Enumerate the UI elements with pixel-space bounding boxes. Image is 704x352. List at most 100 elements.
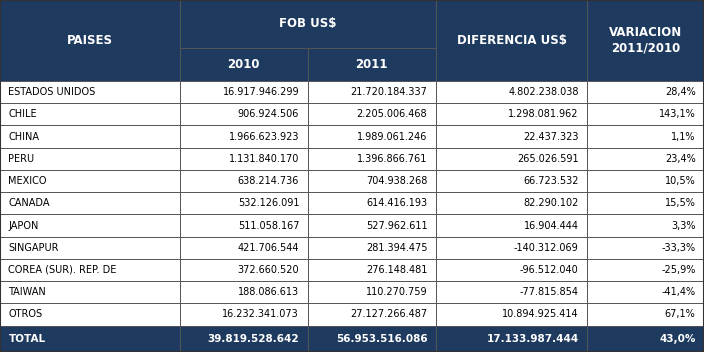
Bar <box>0 237 180 259</box>
Text: 1.989.061.246: 1.989.061.246 <box>357 132 427 142</box>
Bar <box>180 303 308 326</box>
Bar <box>308 303 436 326</box>
Text: 638.214.736: 638.214.736 <box>238 176 299 186</box>
Text: 67,1%: 67,1% <box>665 309 696 320</box>
Bar <box>436 326 587 352</box>
Text: 421.706.544: 421.706.544 <box>238 243 299 253</box>
Text: OTROS: OTROS <box>8 309 42 320</box>
Bar <box>587 148 704 170</box>
Bar <box>0 125 180 148</box>
Bar <box>0 81 180 103</box>
Text: -77.815.854: -77.815.854 <box>520 287 579 297</box>
Text: 27.127.266.487: 27.127.266.487 <box>350 309 427 320</box>
Bar <box>587 281 704 303</box>
Bar <box>0 148 180 170</box>
Bar <box>436 170 587 192</box>
Text: -33,3%: -33,3% <box>662 243 696 253</box>
Bar <box>308 259 436 281</box>
Text: 265.026.591: 265.026.591 <box>517 154 579 164</box>
Bar <box>436 81 587 103</box>
Text: 2.205.006.468: 2.205.006.468 <box>357 109 427 119</box>
Bar <box>0 103 180 125</box>
Text: 511.058.167: 511.058.167 <box>238 220 299 231</box>
Bar <box>587 326 704 352</box>
Text: 281.394.475: 281.394.475 <box>366 243 427 253</box>
Text: 17.133.987.444: 17.133.987.444 <box>486 334 579 344</box>
Bar <box>308 125 436 148</box>
Text: 16.232.341.073: 16.232.341.073 <box>222 309 299 320</box>
Bar <box>587 214 704 237</box>
Text: PERU: PERU <box>8 154 34 164</box>
Bar <box>0 192 180 214</box>
Text: CHILE: CHILE <box>8 109 37 119</box>
Bar <box>308 170 436 192</box>
Text: 4.802.238.038: 4.802.238.038 <box>508 87 579 97</box>
Text: FOB US$: FOB US$ <box>279 17 337 30</box>
Bar <box>436 0 587 81</box>
Bar <box>180 214 308 237</box>
Text: -25,9%: -25,9% <box>661 265 696 275</box>
Bar <box>308 81 436 103</box>
Text: PAISES: PAISES <box>67 34 113 47</box>
Text: 704.938.268: 704.938.268 <box>366 176 427 186</box>
Bar <box>587 170 704 192</box>
Bar <box>587 103 704 125</box>
Bar <box>436 103 587 125</box>
Bar <box>308 192 436 214</box>
Text: 16.917.946.299: 16.917.946.299 <box>222 87 299 97</box>
Text: JAPON: JAPON <box>8 220 39 231</box>
Text: 15,5%: 15,5% <box>665 198 696 208</box>
Bar <box>180 170 308 192</box>
Bar <box>308 103 436 125</box>
Text: 1.131.840.170: 1.131.840.170 <box>229 154 299 164</box>
Bar <box>0 281 180 303</box>
Text: MEXICO: MEXICO <box>8 176 47 186</box>
Bar <box>180 125 308 148</box>
Text: 532.126.091: 532.126.091 <box>238 198 299 208</box>
Text: 82.290.102: 82.290.102 <box>523 198 579 208</box>
Text: -96.512.040: -96.512.040 <box>520 265 579 275</box>
Bar <box>587 81 704 103</box>
Bar <box>436 214 587 237</box>
Bar <box>587 0 704 81</box>
Bar <box>436 237 587 259</box>
Text: TAIWAN: TAIWAN <box>8 287 46 297</box>
Bar <box>436 192 587 214</box>
Text: CHINA: CHINA <box>8 132 39 142</box>
Bar <box>180 0 436 48</box>
Text: 66.723.532: 66.723.532 <box>523 176 579 186</box>
Bar <box>180 192 308 214</box>
Text: 10,5%: 10,5% <box>665 176 696 186</box>
Bar <box>180 81 308 103</box>
Bar <box>180 103 308 125</box>
Bar <box>180 326 308 352</box>
Bar <box>0 326 180 352</box>
Bar <box>180 259 308 281</box>
Text: 16.904.444: 16.904.444 <box>524 220 579 231</box>
Bar <box>180 237 308 259</box>
Text: 527.962.611: 527.962.611 <box>365 220 427 231</box>
Bar <box>180 281 308 303</box>
Text: 2010: 2010 <box>227 58 260 71</box>
Text: 43,0%: 43,0% <box>659 334 696 344</box>
Bar <box>180 148 308 170</box>
Bar <box>0 259 180 281</box>
Text: 39.819.528.642: 39.819.528.642 <box>208 334 299 344</box>
Text: 372.660.520: 372.660.520 <box>237 265 299 275</box>
Bar <box>0 0 180 81</box>
Bar <box>0 170 180 192</box>
Text: TOTAL: TOTAL <box>8 334 46 344</box>
Text: COREA (SUR). REP. DE: COREA (SUR). REP. DE <box>8 265 117 275</box>
Bar <box>436 125 587 148</box>
Text: ESTADOS UNIDOS: ESTADOS UNIDOS <box>8 87 96 97</box>
Text: 21.720.184.337: 21.720.184.337 <box>351 87 427 97</box>
Text: SINGAPUR: SINGAPUR <box>8 243 59 253</box>
Bar <box>587 303 704 326</box>
Text: 276.148.481: 276.148.481 <box>366 265 427 275</box>
Text: 22.437.323: 22.437.323 <box>523 132 579 142</box>
Bar <box>436 259 587 281</box>
Bar <box>587 192 704 214</box>
Text: 1,1%: 1,1% <box>671 132 696 142</box>
Bar <box>0 214 180 237</box>
Bar <box>436 281 587 303</box>
